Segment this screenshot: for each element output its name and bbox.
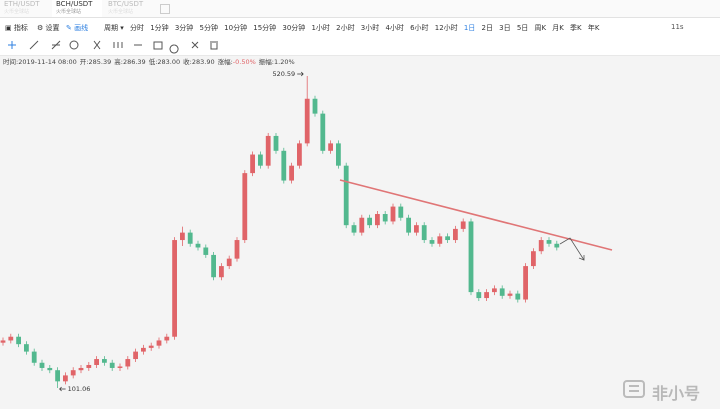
period-option[interactable]: 2日 (481, 24, 493, 32)
draw-button[interactable]: ✎ 画线 (66, 24, 89, 32)
drawing-tools (0, 36, 720, 56)
period-option[interactable]: 10分钟 (224, 24, 248, 32)
tab-exchange: 火币全球站 (56, 9, 82, 15)
period-option[interactable]: 1分钟 (150, 24, 169, 32)
info-label: 收: (183, 58, 192, 66)
period-option[interactable]: 15分钟 (253, 24, 277, 32)
tab-exchange: 火币全球站 (108, 9, 134, 15)
period-option[interactable]: 3分钟 (174, 24, 194, 32)
ohlc-info: 时间:2019-11-14 08:00 开:285.39 高:286.39 低:283… (3, 56, 298, 66)
period-option[interactable]: 1小时 (311, 24, 330, 32)
info-value: 2019-11-14 08:00 (18, 58, 77, 66)
watermark-text: 非小号 (652, 384, 701, 403)
trend-line (339, 179, 613, 251)
info-value: 1.20% (274, 58, 295, 66)
pattern-tool[interactable] (113, 42, 123, 48)
period-option[interactable]: 3小时 (360, 24, 380, 32)
info-label: 时间: (3, 58, 19, 66)
max-price-label: 520.59 (272, 70, 295, 78)
period-option[interactable]: 6小时 (410, 24, 429, 32)
draw-label: 画线 (74, 24, 89, 32)
indicator-button[interactable]: ▣ 指标 (5, 24, 28, 32)
info-label: 低: (148, 58, 158, 66)
tab[interactable]: BTC/USDT 火币全球站 (104, 0, 154, 17)
tab[interactable]: ETH/USDT 火币全球站 (0, 0, 50, 17)
tab-name: BTC/USDT (108, 0, 144, 8)
tab-name: ETH/USDT (4, 0, 40, 8)
settings-label: 设置 (45, 24, 60, 32)
tab-exchange: 火币全球站 (4, 9, 30, 15)
settings-button[interactable]: ⚙ 设置 (37, 24, 60, 32)
period-option[interactable]: 季K (570, 24, 582, 32)
info-value: 286.39 (122, 58, 146, 66)
tab[interactable]: BCH/USDT 火币全球站 (52, 0, 102, 17)
crosshair-tool[interactable] (8, 41, 16, 49)
refresh-timer: 11s (671, 23, 684, 31)
period-option[interactable]: 1日 (463, 24, 476, 32)
period-dropdown[interactable]: 周期 ▾ (104, 24, 124, 32)
tab-name: BCH/USDT (56, 0, 93, 8)
shape-tool[interactable] (69, 40, 79, 50)
line-tool[interactable] (29, 40, 39, 50)
watermark: 非小号 (622, 379, 714, 403)
info-value: 283.00 (157, 58, 181, 66)
tool-icons (8, 40, 218, 54)
period-option[interactable]: 年K (587, 24, 600, 32)
period-label: 周期 (104, 24, 118, 32)
info-value: -0.50% (232, 58, 256, 66)
period-option[interactable]: 4小时 (385, 24, 404, 32)
min-arrow (59, 386, 66, 392)
info-value: 285.39 (88, 58, 112, 66)
max-arrow (297, 71, 304, 77)
period-option[interactable]: 30分钟 (282, 24, 306, 32)
period-option[interactable]: 月K (552, 24, 564, 32)
delete-tool[interactable] (210, 41, 218, 50)
indicator-label: 指标 (13, 24, 28, 32)
ray-tool[interactable] (51, 40, 61, 50)
info-label: 开: (79, 58, 89, 66)
period-option[interactable]: 3日 (499, 24, 511, 32)
arrow-head (578, 255, 585, 261)
watermark-logo (623, 380, 645, 398)
period-option[interactable]: 2小时 (336, 24, 355, 32)
period-option[interactable]: 5日 (516, 24, 529, 32)
fib-tool[interactable] (93, 40, 101, 50)
period-option[interactable]: 分时 (130, 24, 144, 32)
add-tab[interactable] (160, 4, 170, 14)
info-value: 283.90 (191, 58, 215, 66)
period-option[interactable]: 5分钟 (199, 24, 218, 32)
magnet-tool[interactable] (153, 41, 163, 50)
info-label: 振幅: (258, 58, 274, 66)
min-price-label: 101.06 (68, 385, 91, 393)
period-option[interactable]: 12小时 (434, 24, 458, 32)
forecast-arrow (559, 237, 585, 261)
info-label: 涨幅: (217, 58, 233, 66)
toolbar: ▣ 指标 ⚙ 设置 ✎ 画线 周期 ▾ 11s 分时 1分钟 3分钟 5分钟 10分钟 1… (0, 18, 720, 36)
tab-bar: ETH/USDT 火币全球站 BCH/USDT 火币全球站 BTC/USDT 火币全球站 (0, 0, 720, 18)
info-label: 高: (114, 58, 123, 66)
lock-tool[interactable] (169, 44, 179, 54)
hide-tool[interactable] (191, 41, 199, 49)
period-option[interactable]: 周K (534, 24, 547, 32)
